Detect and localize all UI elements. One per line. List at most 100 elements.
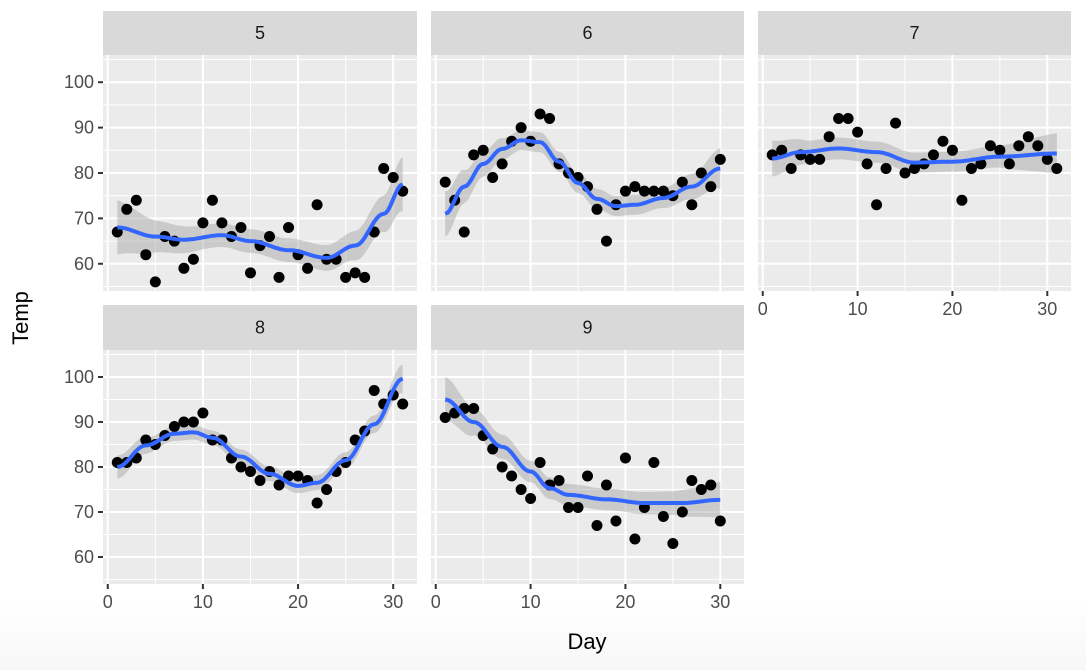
- data-point: [610, 515, 622, 527]
- data-point: [695, 484, 707, 495]
- data-point: [235, 221, 247, 233]
- data-point: [178, 262, 190, 274]
- y-tick-label: 60: [74, 547, 94, 567]
- data-point: [311, 497, 323, 509]
- data-point: [187, 253, 199, 265]
- data-point: [197, 217, 209, 229]
- data-point: [785, 162, 797, 174]
- x-tick-label: 30: [383, 592, 403, 612]
- data-point: [273, 479, 285, 491]
- data-point: [814, 153, 826, 165]
- data-point: [619, 452, 631, 464]
- data-point: [705, 479, 717, 491]
- data-point: [130, 194, 142, 206]
- facet-strip-label: 6: [582, 23, 592, 43]
- data-point: [1003, 158, 1015, 170]
- data-point: [553, 475, 565, 486]
- data-point: [496, 461, 508, 473]
- data-point: [273, 271, 285, 283]
- data-point: [600, 235, 612, 247]
- facet-strip: [431, 11, 744, 55]
- data-point: [349, 267, 361, 279]
- data-point: [368, 385, 380, 396]
- y-tick-label: 90: [74, 412, 94, 432]
- data-point: [965, 162, 977, 174]
- data-point: [956, 194, 968, 206]
- x-tick-label: 0: [103, 592, 113, 612]
- data-point: [340, 271, 352, 283]
- data-point: [534, 108, 546, 120]
- data-point: [572, 502, 584, 513]
- data-point: [984, 140, 996, 152]
- data-point: [600, 479, 612, 491]
- facet-strip-label: 8: [255, 318, 265, 338]
- data-point: [629, 181, 641, 193]
- data-point: [458, 226, 470, 238]
- data-point: [582, 470, 593, 482]
- data-point: [302, 262, 314, 274]
- data-point: [899, 167, 911, 179]
- facet-panel-5: 5 60 70 80 90 100: [64, 11, 417, 291]
- data-point: [283, 221, 295, 233]
- x-tick-label: 20: [942, 299, 962, 319]
- data-point: [477, 144, 489, 156]
- x-tick-label: 10: [848, 299, 868, 319]
- data-point: [686, 475, 698, 486]
- x-tick-label: 30: [710, 592, 730, 612]
- data-point: [244, 466, 256, 477]
- facet-strip: [758, 11, 1071, 55]
- data-point: [619, 185, 631, 197]
- data-point: [1013, 140, 1025, 152]
- data-point: [676, 506, 688, 518]
- data-point: [1032, 140, 1044, 152]
- data-point: [591, 203, 603, 215]
- data-point: [321, 484, 333, 495]
- data-point: [254, 475, 266, 486]
- data-point: [534, 457, 546, 468]
- confidence-ribbon: [117, 157, 403, 271]
- y-axis-title: Temp: [8, 291, 33, 345]
- data-point: [1041, 153, 1053, 165]
- y-tick-label: 100: [64, 367, 94, 387]
- y-tick-label: 70: [74, 208, 94, 228]
- data-point: [197, 407, 209, 419]
- data-point: [168, 421, 180, 432]
- data-point: [140, 249, 152, 261]
- data-point: [1022, 131, 1034, 143]
- y-tick-label: 100: [64, 72, 94, 92]
- data-point: [216, 217, 228, 229]
- data-point: [206, 194, 218, 206]
- data-point: [946, 144, 958, 156]
- data-point: [544, 113, 556, 125]
- x-tick-label: 20: [615, 592, 635, 612]
- data-point: [487, 172, 499, 184]
- data-point: [890, 117, 902, 129]
- data-point: [629, 533, 641, 545]
- data-point: [515, 484, 527, 495]
- data-point: [487, 443, 499, 455]
- data-point: [657, 511, 669, 522]
- data-point: [506, 470, 518, 482]
- data-point: [515, 122, 527, 134]
- facet-strip-label: 7: [909, 23, 919, 43]
- x-tick-label: 10: [193, 592, 213, 612]
- data-point: [833, 113, 845, 125]
- data-point: [387, 172, 399, 184]
- data-point: [468, 403, 480, 414]
- data-point: [1051, 162, 1063, 174]
- loess-smooth-line: [117, 182, 404, 260]
- data-point: [244, 267, 256, 279]
- facet-strip-label: 9: [582, 318, 592, 338]
- data-point: [591, 520, 603, 531]
- data-point: [378, 162, 390, 174]
- data-point: [121, 203, 133, 215]
- data-point: [468, 149, 480, 161]
- data-point: [776, 144, 788, 156]
- data-point: [292, 470, 304, 482]
- facet-strip-label: 5: [255, 23, 265, 43]
- x-axis-title: Day: [567, 629, 606, 654]
- data-point: [871, 199, 883, 211]
- data-point: [937, 135, 949, 147]
